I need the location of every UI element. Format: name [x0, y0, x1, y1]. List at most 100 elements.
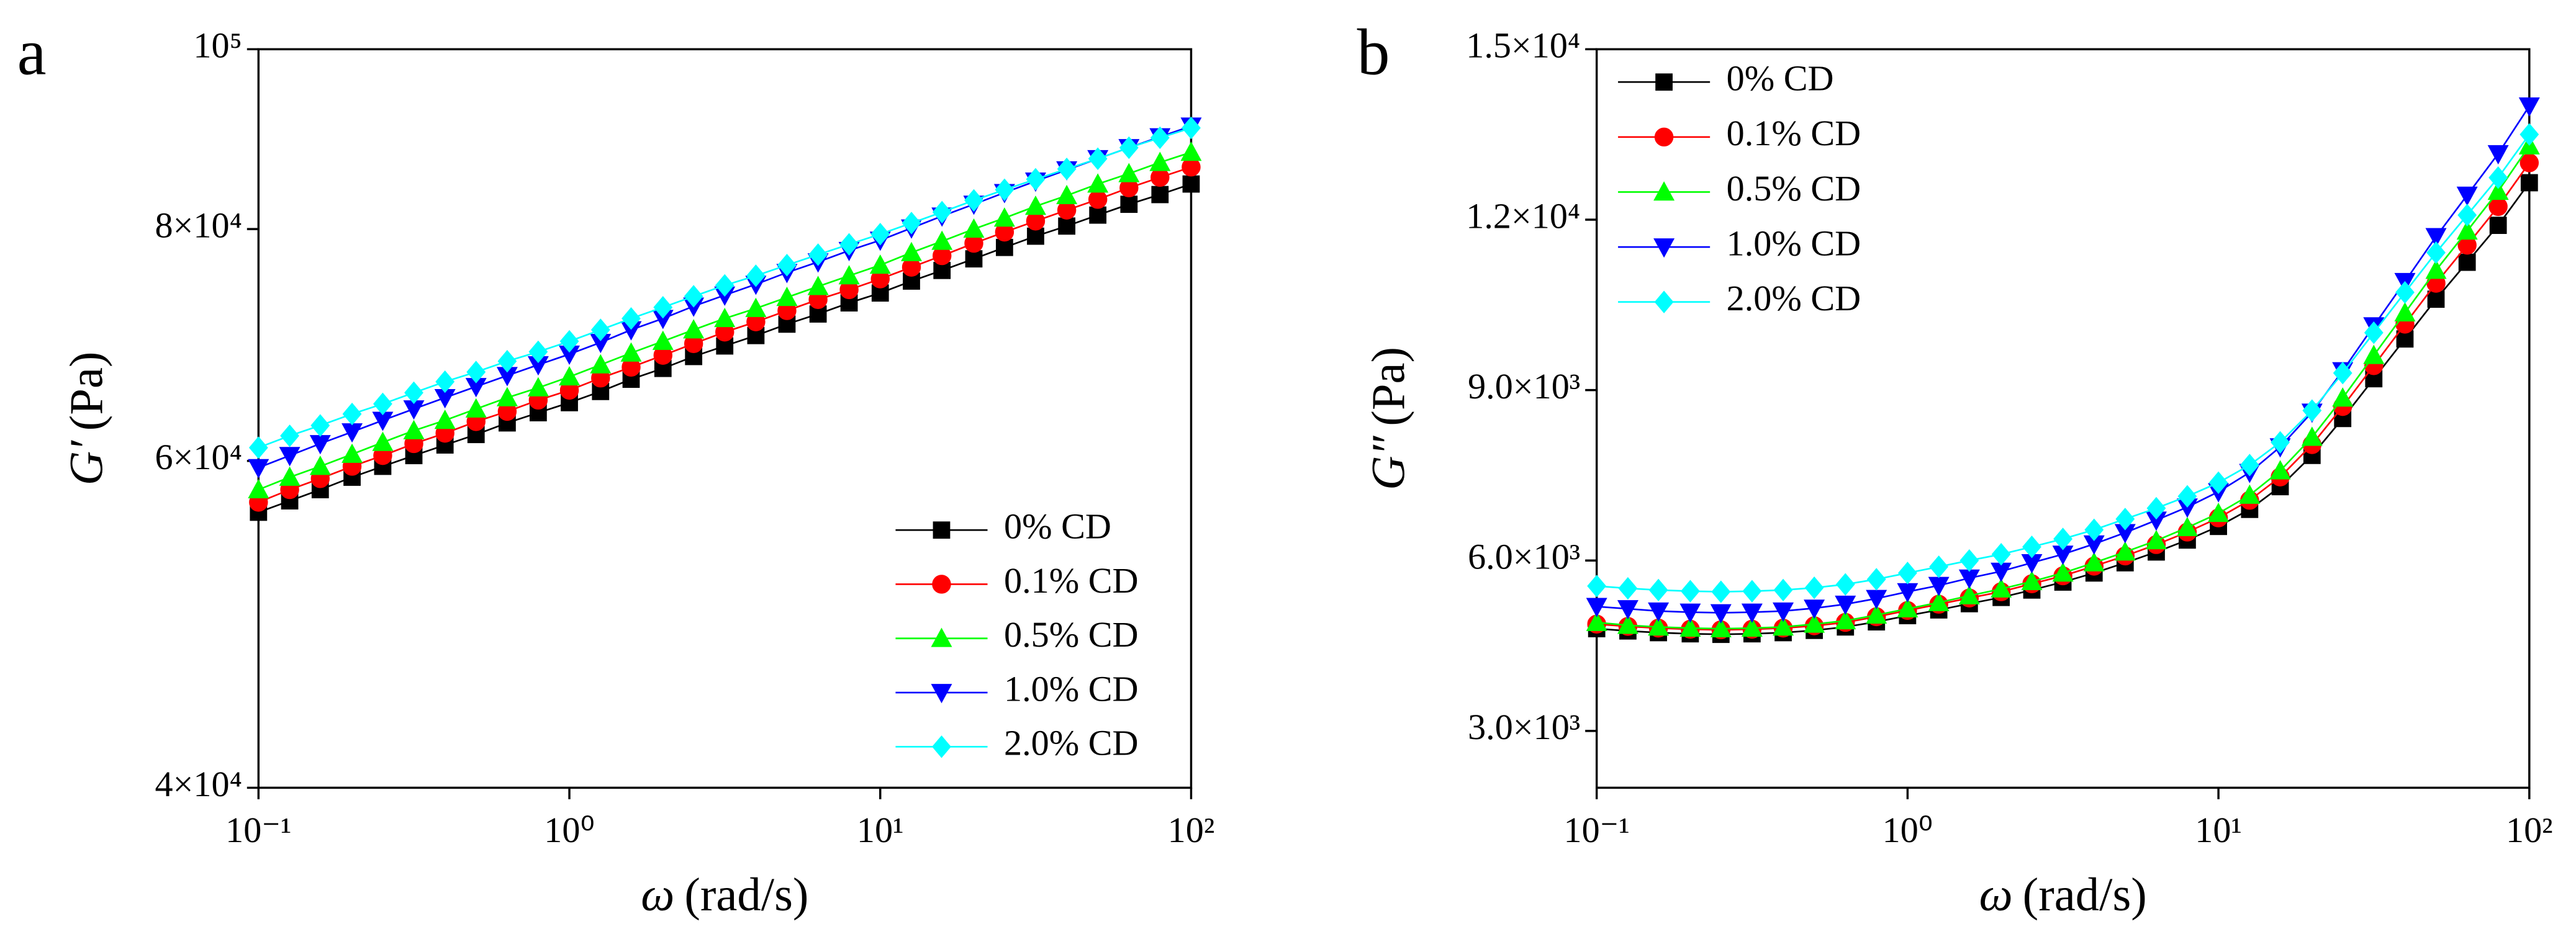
marker-square	[778, 315, 796, 333]
marker-diamond	[808, 243, 828, 266]
marker-diamond	[2115, 508, 2135, 531]
marker-diamond	[715, 274, 734, 297]
marker-triangle-up	[2114, 541, 2136, 561]
marker-diamond	[310, 414, 330, 437]
marker-diamond	[2271, 431, 2290, 454]
marker-diamond	[1929, 555, 1949, 578]
marker-triangle-down	[1679, 603, 1701, 623]
marker-triangle-up	[1617, 614, 1638, 634]
marker-triangle-up	[1710, 617, 1732, 637]
panel-label: a	[17, 16, 47, 88]
marker-triangle-up	[1024, 195, 1046, 215]
marker-triangle-down	[1710, 604, 1732, 624]
marker-diamond	[2364, 321, 2384, 344]
marker-triangle-up	[465, 398, 487, 418]
marker-diamond	[2426, 241, 2446, 264]
marker-circle	[1150, 168, 1170, 187]
marker-triangle-down	[1835, 595, 1856, 615]
marker-circle	[2520, 153, 2539, 173]
legend-label: 2.0% CD	[1004, 723, 1139, 763]
marker-triangle-down	[2425, 228, 2447, 248]
marker-triangle-up	[496, 387, 518, 406]
marker-diamond	[2022, 536, 2041, 558]
marker-diamond	[2333, 361, 2352, 385]
marker-triangle-up	[1897, 598, 1918, 617]
marker-triangle-up	[652, 330, 674, 350]
marker-square	[995, 238, 1013, 256]
marker-triangle-up	[993, 207, 1015, 227]
marker-diamond	[373, 392, 392, 416]
x-tick-label: 10⁻¹	[1564, 810, 1630, 850]
marker-diamond	[839, 233, 859, 256]
marker-circle	[932, 575, 951, 594]
marker-square	[1089, 206, 1107, 224]
marker-triangle-up	[279, 466, 301, 486]
marker-triangle-down	[1804, 599, 1825, 619]
marker-square	[1120, 195, 1138, 213]
marker-triangle-up	[248, 478, 269, 498]
marker-diamond	[1618, 576, 1638, 600]
x-label-symbol: ω	[1979, 868, 2013, 921]
y-tick-label: 1.2×10⁴	[1466, 195, 1580, 236]
marker-triangle-up	[1149, 151, 1171, 171]
marker-triangle-up	[1653, 181, 1675, 201]
marker-triangle-up	[1056, 184, 1078, 204]
marker-diamond	[2084, 518, 2104, 542]
x-tick-label: 10²	[2506, 810, 2553, 850]
marker-triangle-up	[745, 297, 767, 317]
marker-triangle-up	[1866, 604, 1887, 624]
marker-triangle-up	[2052, 562, 2074, 582]
marker-diamond	[248, 436, 268, 459]
marker-square	[1151, 186, 1169, 204]
marker-diamond	[2177, 485, 2197, 508]
marker-diamond	[621, 307, 641, 330]
x-tick-label: 10²	[1168, 810, 1215, 850]
plot-frame	[257, 48, 1193, 789]
marker-triangle-up	[1180, 141, 1202, 161]
x-tick-label: 10¹	[2195, 810, 2242, 850]
legend-label: 0% CD	[1004, 506, 1111, 547]
marker-diamond	[1088, 147, 1108, 170]
panel-label: b	[1357, 16, 1390, 88]
marker-triangle-up	[931, 627, 952, 647]
x-axis-label: ω (rad/s)	[641, 868, 808, 921]
marker-diamond	[995, 178, 1015, 201]
marker-triangle-up	[341, 443, 363, 463]
marker-square	[2427, 290, 2445, 308]
marker-triangle-up	[963, 218, 985, 238]
marker-triangle-down	[1653, 238, 1675, 258]
marker-triangle-down	[1741, 603, 1763, 623]
marker-diamond	[2239, 454, 2259, 477]
marker-square	[933, 521, 951, 539]
x-axis-label: ω (rad/s)	[1979, 868, 2147, 921]
marker-triangle-up	[527, 377, 549, 397]
legend-label: 0.1% CD	[1727, 113, 1861, 153]
marker-triangle-up	[869, 254, 891, 274]
y-tick-label: 9.0×10³	[1468, 366, 1580, 406]
marker-triangle-up	[2239, 484, 2261, 504]
y-tick-label: 8×10⁴	[155, 205, 242, 246]
marker-diamond	[590, 318, 610, 341]
marker-triangle-up	[1835, 610, 1856, 630]
marker-triangle-up	[2083, 552, 2105, 572]
marker-triangle-down	[1958, 569, 1980, 589]
marker-diamond	[435, 370, 455, 393]
y-tick-label: 10⁵	[193, 25, 242, 66]
legend-label: 0.5% CD	[1004, 614, 1139, 655]
x-label-unit: (rad/s)	[684, 868, 808, 921]
marker-diamond	[2457, 204, 2477, 227]
marker-triangle-up	[2301, 426, 2323, 446]
marker-diamond	[1773, 578, 1793, 602]
marker-triangle-up	[2176, 516, 2198, 537]
marker-diamond	[1119, 136, 1139, 159]
marker-diamond	[559, 330, 579, 353]
marker-diamond	[1711, 580, 1731, 603]
marker-diamond	[280, 424, 300, 447]
legend-label: 0.1% CD	[1004, 560, 1139, 601]
marker-diamond	[1959, 549, 1979, 572]
marker-triangle-up	[2021, 570, 2043, 590]
marker-diamond	[964, 189, 983, 212]
legend-label: 0.5% CD	[1727, 168, 1861, 209]
marker-square	[1655, 73, 1673, 91]
legend-label: 0% CD	[1727, 58, 1834, 99]
